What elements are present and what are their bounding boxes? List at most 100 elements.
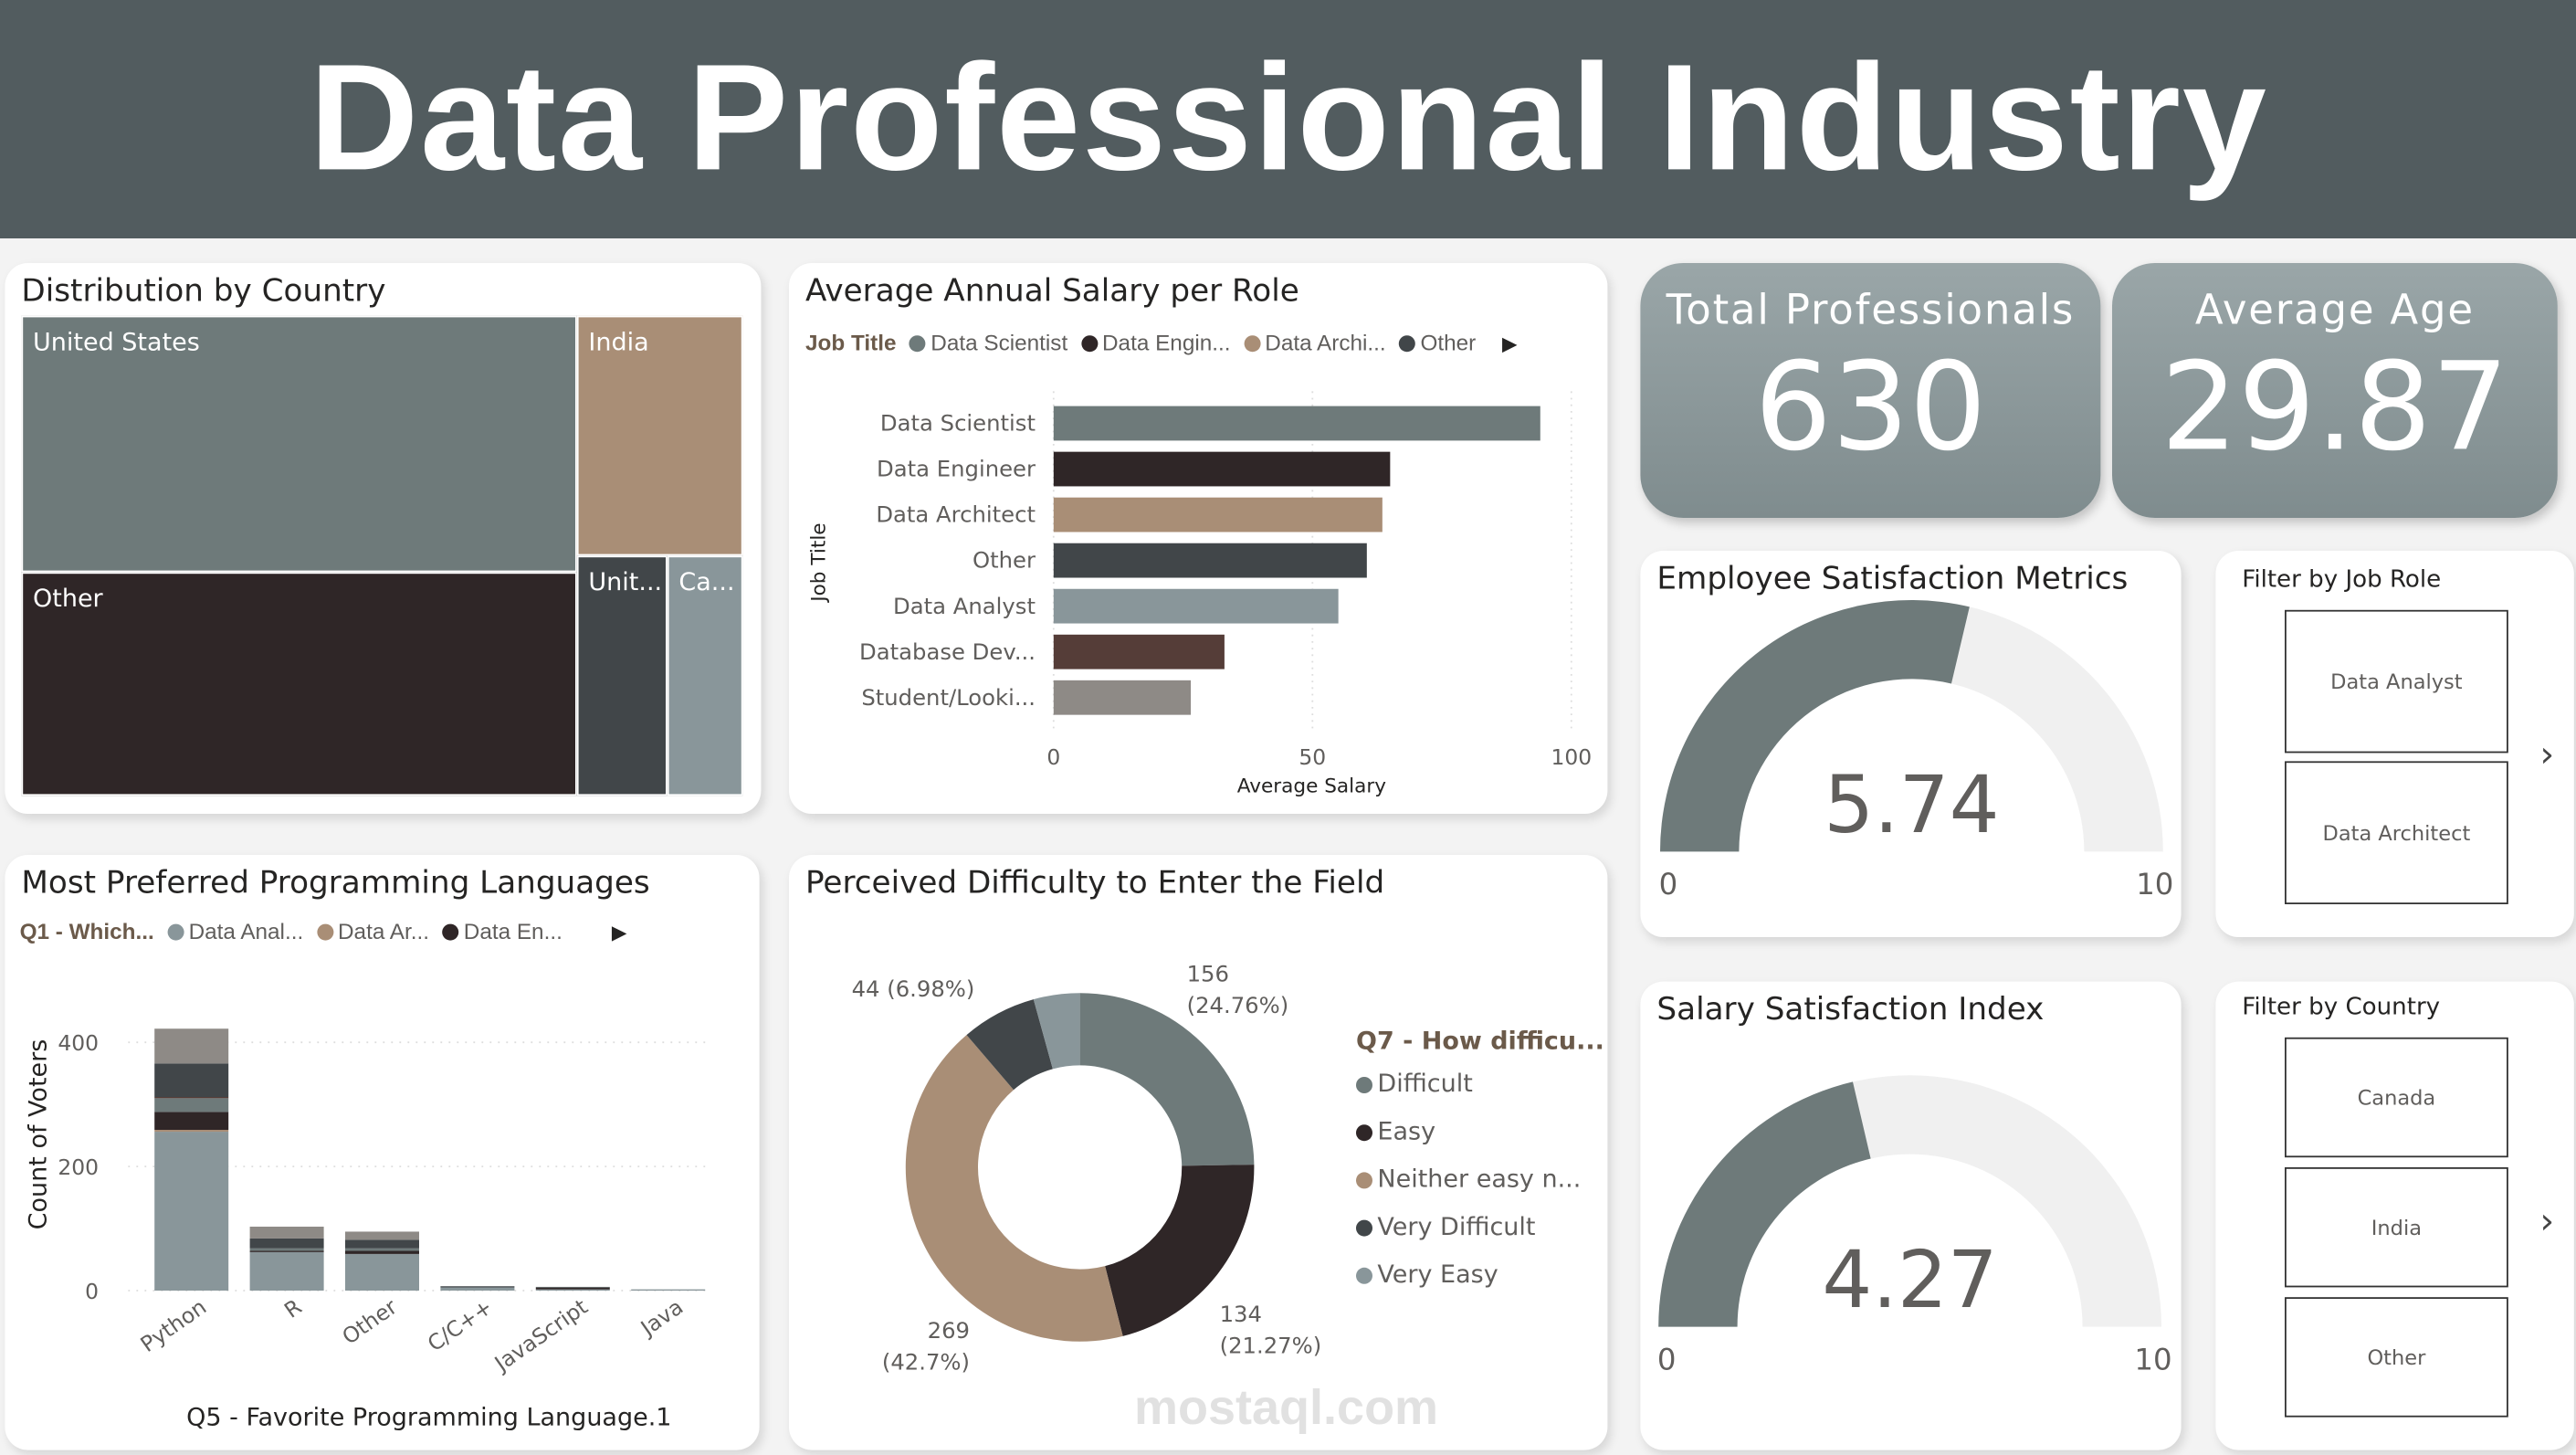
chevron-right-icon[interactable]: ›	[2539, 734, 2555, 776]
legend-item[interactable]: Easy	[1356, 1116, 1604, 1146]
legend-item[interactable]: Other	[1399, 331, 1476, 355]
donut-slice	[1033, 993, 1080, 1070]
bar-segment	[249, 1248, 324, 1251]
bar	[1053, 680, 1192, 715]
treemap-cell[interactable]: Ca...	[667, 555, 743, 796]
legend-item[interactable]: Data Archi...	[1243, 331, 1386, 355]
legend-item[interactable]: Data Anal...	[167, 919, 303, 944]
legend-dot	[1356, 1124, 1372, 1142]
bar	[1053, 634, 1225, 670]
legend-next-arrow-icon[interactable]: ▶	[1502, 331, 1518, 354]
panel-title: Salary Satisfaction Index	[1656, 991, 2045, 1028]
country-treemap-panel: Distribution by Country United States Ind…	[5, 263, 762, 814]
treemap-cell[interactable]: India	[576, 315, 743, 556]
y-tick-label: Data Architect	[876, 501, 1036, 528]
panel-title: Filter by Job Role	[2242, 567, 2442, 594]
bar-segment	[249, 1251, 324, 1291]
data-label: 156	[1187, 961, 1229, 987]
slicer-option-data-analyst[interactable]: Data Analyst	[2285, 609, 2508, 754]
x-tick-label: 100	[1551, 744, 1592, 770]
legend-title: Q1 - Which...	[19, 919, 154, 944]
gauge-min: 0	[1657, 1342, 1677, 1376]
x-tick-label: C/C++	[423, 1294, 497, 1357]
chevron-right-icon[interactable]: ›	[2539, 1201, 2555, 1243]
legend-label: Neither easy n...	[1377, 1164, 1582, 1194]
x-tick-label: 0	[1046, 744, 1060, 770]
legend-dot	[1356, 1172, 1372, 1189]
y-tick-label: Student/Looki...	[861, 684, 1036, 711]
legend-item[interactable]: Very Difficult	[1356, 1212, 1604, 1241]
gauge-max: 10	[2134, 1342, 2171, 1376]
x-axis-title: Q5 - Favorite Programming Language.1	[186, 1404, 671, 1432]
y-axis-title: Job Title	[808, 522, 831, 603]
panel-title: Employee Satisfaction Metrics	[1656, 560, 2129, 597]
bar-segment	[249, 1227, 324, 1239]
slicer-option-india[interactable]: India	[2285, 1167, 2508, 1288]
bar-segment	[154, 1130, 229, 1133]
legend-dot	[1243, 335, 1260, 353]
legend-next-arrow-icon[interactable]: ▶	[611, 920, 627, 944]
legend-item[interactable]: Neither easy n...	[1356, 1164, 1604, 1194]
donut-legend: Q7 - How difficu... Difficult Easy Neither…	[1356, 1026, 1604, 1307]
legend-label: Easy	[1377, 1116, 1436, 1146]
panel-title: Most Preferred Programming Languages	[21, 864, 650, 901]
bar-segment	[440, 1286, 515, 1288]
legend-item[interactable]: Data Ar...	[316, 919, 429, 944]
donut-slice	[1105, 1165, 1255, 1336]
legend-item[interactable]: Data Engin...	[1080, 331, 1230, 355]
bar-segment	[345, 1248, 419, 1251]
legend-item[interactable]: Data Scientist	[909, 331, 1067, 355]
legend-item[interactable]: Difficult	[1356, 1069, 1604, 1098]
treemap-cell[interactable]: Other	[21, 572, 577, 796]
slicer-option-canada[interactable]: Canada	[2285, 1037, 2508, 1158]
bar	[1053, 588, 1339, 624]
x-tick-label: Java	[635, 1294, 688, 1342]
legend-label: Data En...	[463, 919, 563, 944]
legend-label: Data Scientist	[931, 330, 1068, 355]
legend-dot	[1399, 335, 1416, 353]
y-axis-title: Count of Voters	[24, 1039, 52, 1230]
x-axis-title: Average Salary	[1237, 775, 1386, 798]
bar-segment	[535, 1286, 610, 1288]
treemap-cell[interactable]: United States	[21, 315, 577, 573]
bar-segment	[154, 1132, 229, 1291]
slicer-option-other[interactable]: Other	[2285, 1297, 2508, 1418]
y-tick-label: 400	[58, 1030, 99, 1056]
treemap-cell[interactable]: Unit...	[576, 555, 668, 796]
legend-dot	[316, 923, 333, 941]
job-role-filter: Filter by Job Role Data Analyst Data Arc…	[2215, 551, 2574, 937]
bar-segment	[345, 1239, 419, 1249]
panel-title: Filter by Country	[2242, 995, 2441, 1021]
data-label: (21.27%)	[1220, 1332, 1322, 1358]
legend-title: Q7 - How difficu...	[1356, 1026, 1604, 1056]
employee-satisfaction-gauge-panel: Employee Satisfaction Metrics 5.74 0 10	[1640, 551, 2182, 937]
legend-dot	[1080, 335, 1098, 353]
bar-segment	[631, 1289, 706, 1291]
watermark: mostaql.com	[1134, 1381, 1439, 1436]
dashboard-header: Data Professional Industry	[0, 0, 2576, 238]
legend-dot	[909, 335, 926, 353]
bar	[1053, 543, 1367, 578]
legend-item[interactable]: Data En...	[442, 919, 563, 944]
kpi-value: 29.87	[2161, 337, 2509, 479]
gauge-min: 0	[1659, 867, 1678, 901]
legend-label: Very Easy	[1377, 1259, 1498, 1290]
country-filter: Filter by Country Canada India Other ›	[2215, 981, 2574, 1450]
y-tick-label: Database Dev...	[859, 638, 1036, 665]
bar-segment	[345, 1250, 419, 1254]
legend-dot	[167, 923, 184, 941]
legend-label: Data Ar...	[338, 919, 429, 944]
chart-legend: Job Title Data Scientist Data Engin... Data…	[805, 331, 1518, 355]
slicer-option-data-architect[interactable]: Data Architect	[2285, 761, 2508, 904]
legend-label: Other	[1420, 330, 1477, 355]
legend-title: Job Title	[805, 330, 897, 355]
legend-item[interactable]: Very Easy	[1356, 1260, 1604, 1289]
x-tick-label: Other	[337, 1293, 402, 1349]
data-label: 44 (6.98%)	[852, 975, 975, 1002]
languages-chart-panel: Most Preferred Programming Languages Q1 …	[5, 855, 760, 1450]
gauge-value: 4.27	[1822, 1235, 1997, 1326]
legend-dot	[442, 923, 459, 941]
kpi-label: Total Professionals	[1666, 286, 2076, 334]
x-tick-label: Python	[136, 1294, 211, 1357]
bar-segment	[345, 1231, 419, 1240]
